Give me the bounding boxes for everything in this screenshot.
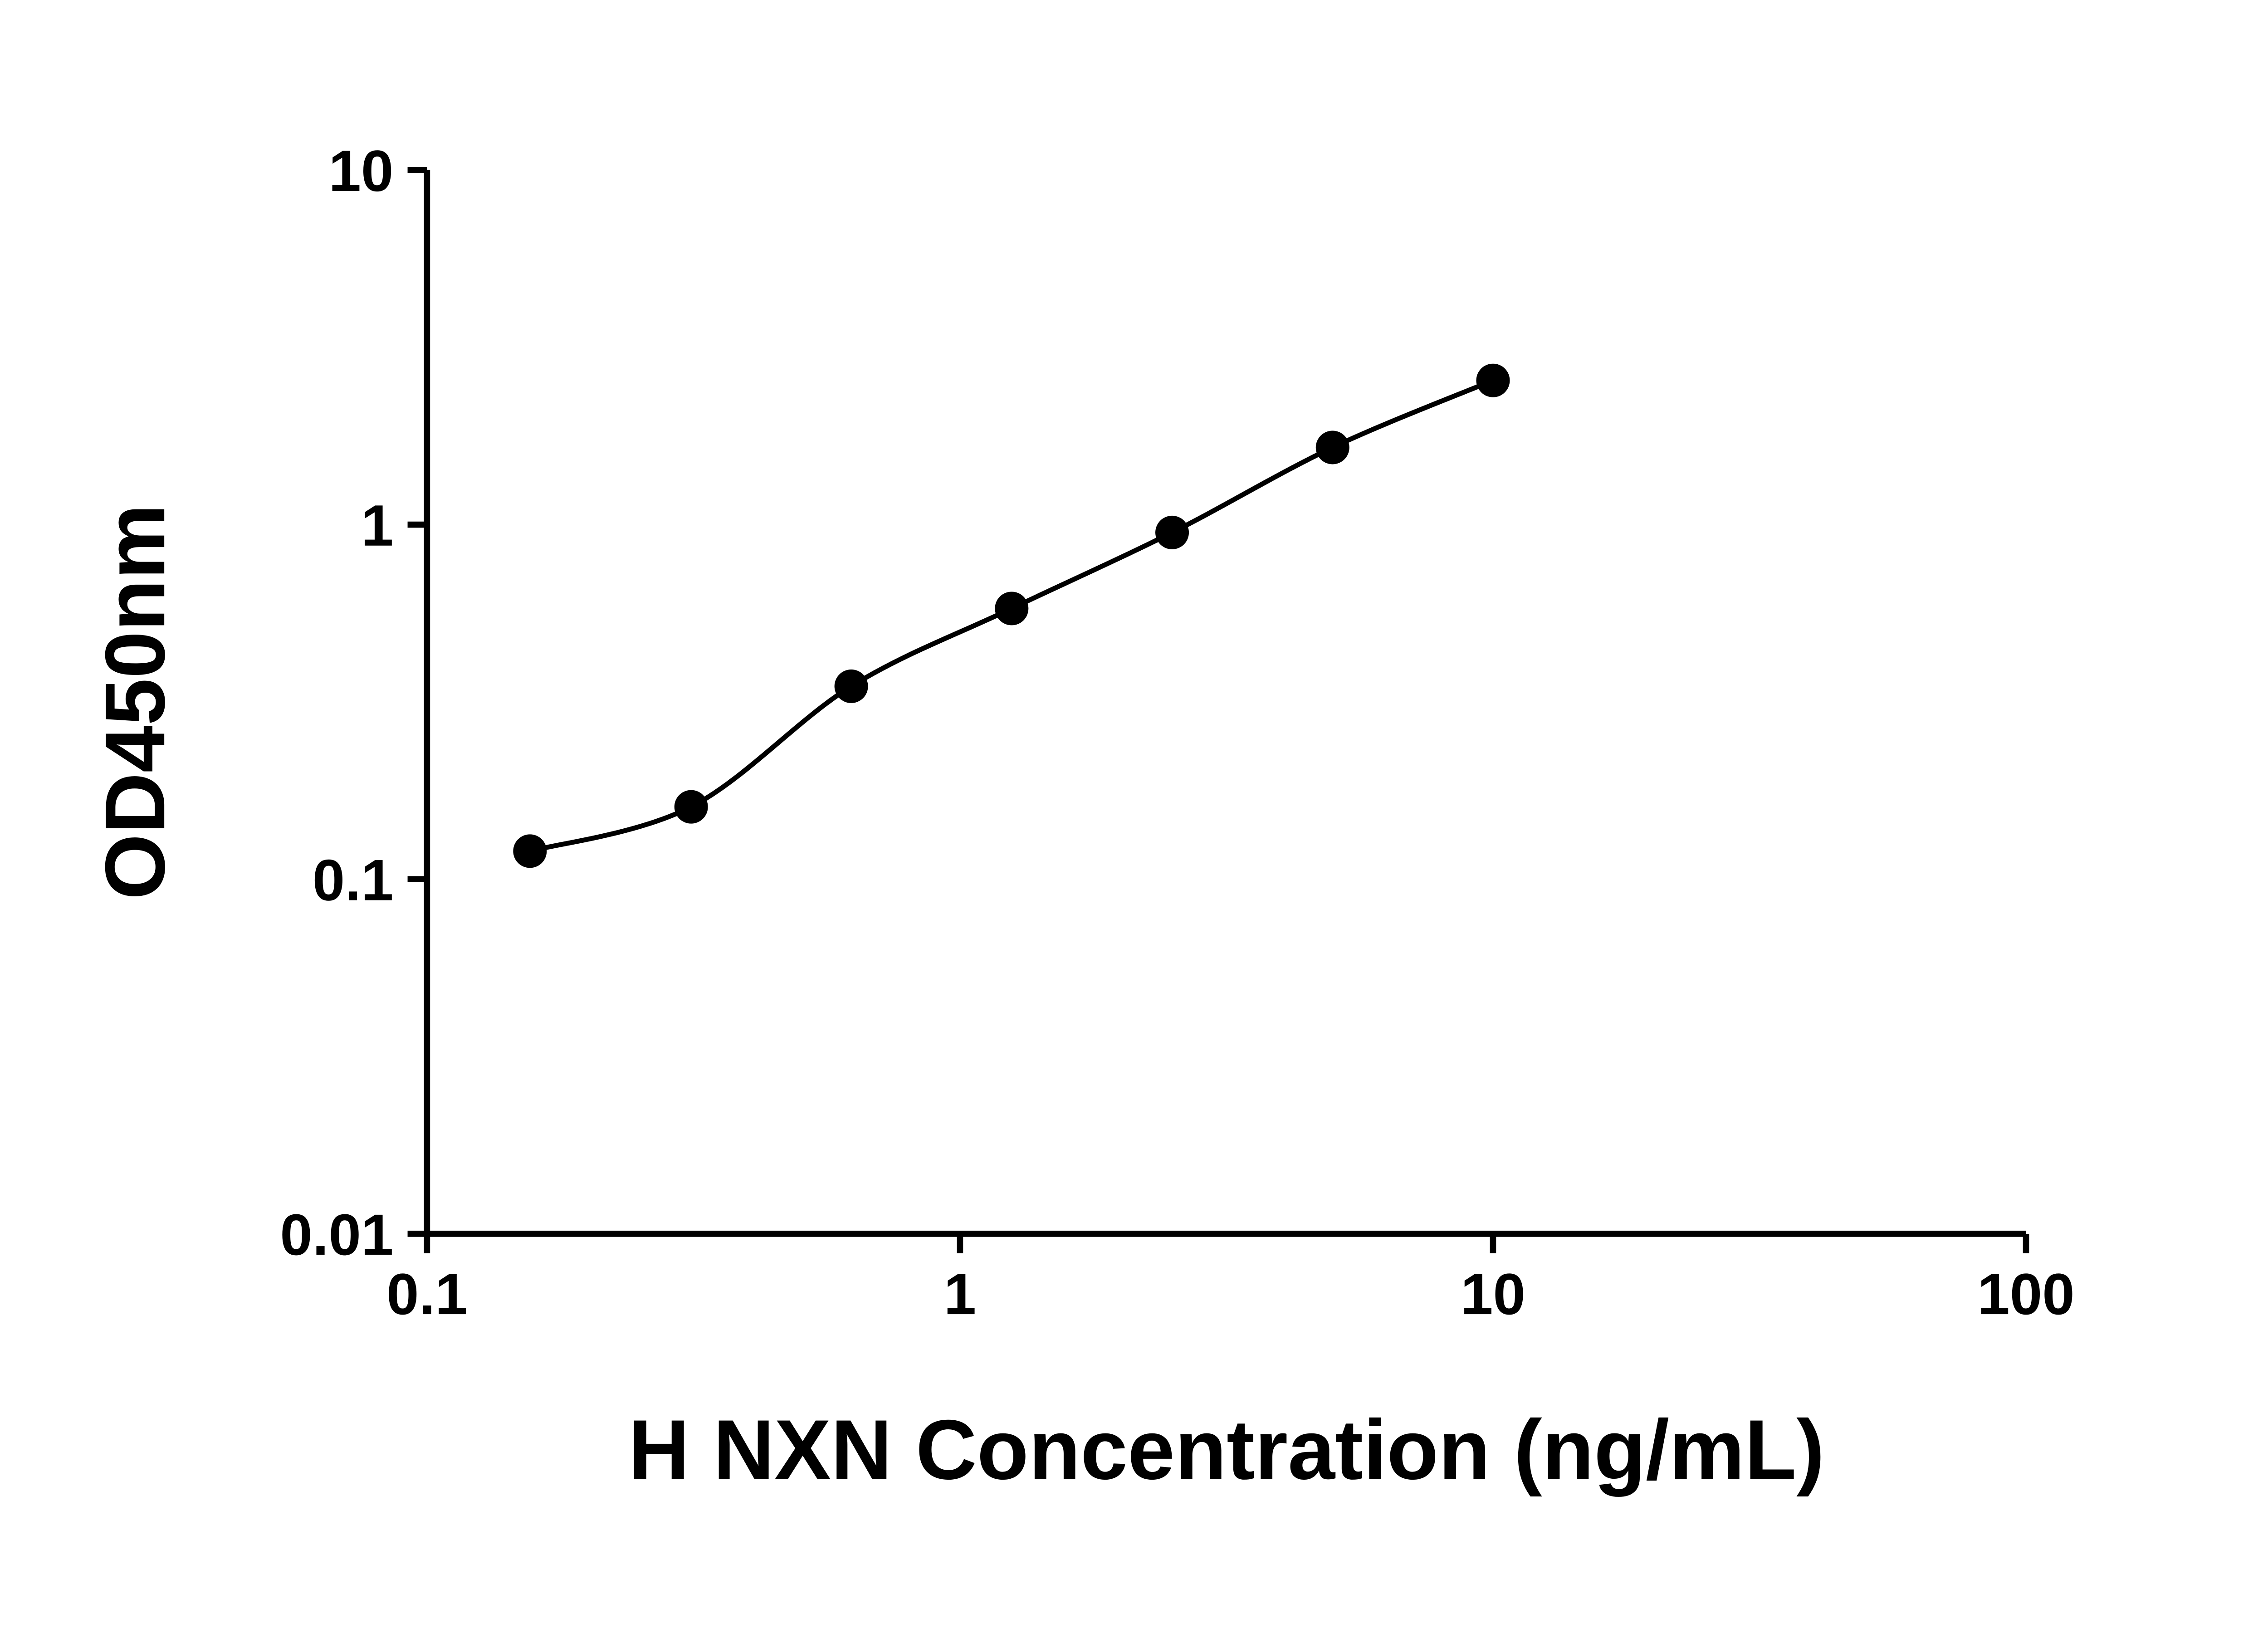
x-tick-label: 100 [1977,1262,2074,1327]
y-tick-label: 1 [361,494,393,558]
axes-layer [424,170,2026,1237]
data-point [1476,363,1510,397]
x-tick-label: 10 [1461,1262,1525,1327]
x-tick-label: 0.1 [386,1262,468,1327]
data-point [1155,515,1189,549]
y-tick-label: 10 [328,139,393,204]
data-point [995,592,1029,626]
axis-spine [424,170,2026,1237]
data-point [1315,430,1349,464]
data-point [834,669,868,703]
data-point [674,790,708,824]
data-series-layer [513,363,1510,868]
y-tick-label: 0.01 [280,1203,393,1267]
y-axis-title: OD450nm [88,504,182,900]
x-tick-label: 1 [944,1262,976,1327]
y-tick-label: 0.1 [313,848,394,913]
ticks-layer [407,166,2029,1253]
x-axis-title: H NXN Concentration (ng/mL) [628,1402,1824,1497]
data-point [513,834,547,868]
